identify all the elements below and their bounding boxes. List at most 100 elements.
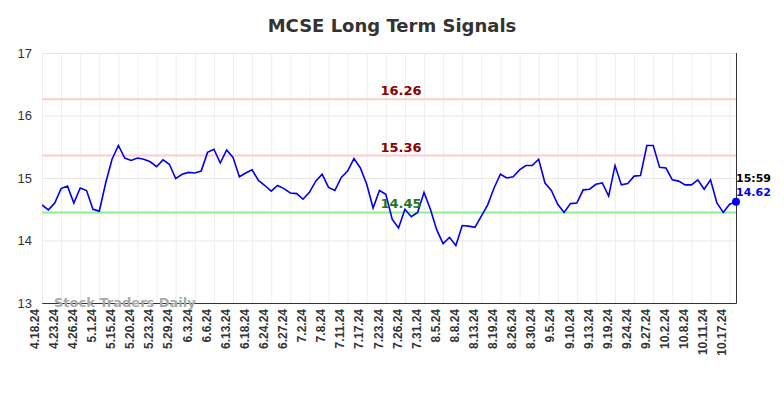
x-tick-label: 10.2.24 [658, 309, 672, 349]
x-tick: 6.27.24 [276, 53, 291, 349]
x-tick-label: 5.29.24 [161, 309, 175, 349]
x-grid-line [462, 53, 463, 303]
y-tick-label: 13 [18, 296, 32, 311]
x-tick: 8.30.24 [524, 53, 539, 349]
x-tick-label: 10.11.24 [696, 309, 710, 355]
x-tick: 8.8.24 [448, 53, 463, 342]
x-grid-line [157, 53, 158, 303]
x-tick: 9.27.24 [639, 53, 654, 349]
x-tick-label: 5.15.24 [104, 309, 118, 349]
chart: MCSE Long Term Signals13141516174.18.244… [0, 0, 784, 398]
x-tick-label: 9.27.24 [639, 309, 653, 349]
x-tick-label: 9.24.24 [620, 309, 634, 349]
x-tick: 6.24.24 [257, 53, 272, 349]
watermark: Stock Traders Daily [54, 295, 196, 310]
x-grid-line [596, 53, 597, 303]
x-tick: 4.18.24 [28, 53, 43, 349]
x-tick: 8.13.24 [467, 53, 482, 349]
y-axis-line [43, 54, 737, 304]
plot-area [42, 99, 736, 245]
y-grid-line [42, 116, 736, 117]
x-tick-label: 10.17.24 [715, 309, 729, 356]
last-point [732, 198, 740, 206]
y-tick-label: 15 [18, 171, 32, 186]
x-tick-label: 6.18.24 [238, 309, 252, 349]
last-value-label: 14.62 [736, 186, 771, 199]
x-grid-line [481, 53, 482, 303]
y-grid-line [42, 241, 736, 242]
x-grid-line [329, 53, 330, 303]
x-tick-label: 9.10.24 [563, 309, 577, 349]
x-tick-label: 6.24.24 [257, 309, 271, 349]
x-tick-label: 4.23.24 [47, 309, 61, 349]
x-tick: 7.8.24 [314, 53, 329, 342]
reference-label: 15.36 [380, 140, 421, 155]
x-grid-line [309, 53, 310, 303]
y-tick: 14 [18, 233, 736, 248]
x-tick-label: 9.13.24 [582, 309, 596, 349]
reference-line [42, 211, 736, 213]
x-tick-label: 8.13.24 [467, 309, 481, 349]
x-tick: 8.5.24 [429, 53, 444, 342]
y-tick-label: 17 [18, 46, 32, 61]
x-tick: 10.8.24 [677, 53, 692, 349]
x-grid-line [577, 53, 578, 303]
x-axis: 4.18.244.23.244.26.245.1.245.15.245.20.2… [28, 53, 737, 356]
x-grid-line [118, 53, 119, 303]
x-tick-label: 6.3.24 [181, 309, 195, 343]
x-tick: 9.19.24 [601, 53, 616, 349]
x-grid-line [672, 53, 673, 303]
x-tick: 9.5.24 [543, 53, 558, 342]
x-tick-label: 9.5.24 [543, 309, 557, 343]
x-tick-label: 7.17.24 [352, 309, 366, 349]
x-grid-line [271, 53, 272, 303]
x-grid-line [691, 53, 692, 303]
x-axis-line [43, 53, 737, 304]
x-grid-line [99, 53, 100, 303]
x-tick: 9.10.24 [563, 53, 578, 349]
x-grid-line [42, 53, 43, 303]
x-tick-label: 6.6.24 [200, 309, 214, 343]
x-grid-line [634, 53, 635, 303]
x-grid-line [520, 53, 521, 303]
x-tick: 9.24.24 [620, 53, 635, 349]
x-tick-label: 6.27.24 [276, 309, 290, 349]
x-tick-label: 5.1.24 [85, 309, 99, 343]
x-grid-line [348, 53, 349, 303]
x-tick-label: 8.26.24 [505, 309, 519, 349]
x-grid-line [233, 53, 234, 303]
x-tick-label: 10.8.24 [677, 309, 691, 349]
x-tick: 7.2.24 [295, 53, 310, 342]
x-tick: 6.18.24 [238, 53, 253, 349]
time-label: 15:59 [736, 172, 771, 185]
x-grid-line [367, 53, 368, 303]
x-tick: 6.13.24 [219, 53, 234, 349]
x-tick-label: 7.8.24 [314, 309, 328, 343]
price-line [42, 146, 736, 246]
x-grid-line [615, 53, 616, 303]
y-tick-label: 16 [18, 108, 32, 123]
x-tick: 7.11.24 [333, 53, 348, 348]
x-grid-line [539, 53, 540, 303]
x-tick: 8.26.24 [505, 53, 520, 349]
x-tick-label: 8.5.24 [429, 309, 443, 343]
reference-line [42, 98, 736, 100]
x-grid-line [653, 53, 654, 303]
x-tick: 10.2.24 [658, 53, 673, 349]
x-tick-label: 5.23.24 [142, 309, 156, 349]
x-grid-line [558, 53, 559, 303]
x-grid-line [138, 53, 139, 303]
reference-line [42, 155, 736, 157]
x-grid-line [500, 53, 501, 303]
x-grid-line [252, 53, 253, 303]
x-tick-label: 7.2.24 [295, 309, 309, 343]
y-axis: 13 14 15 16 17 [18, 46, 736, 311]
x-tick-label: 7.11.24 [333, 309, 347, 349]
x-grid-line [443, 53, 444, 303]
x-tick-label: 7.23.24 [372, 309, 386, 349]
x-tick-label: 7.26.24 [391, 309, 405, 349]
x-tick: 9.13.24 [582, 53, 597, 349]
x-grid-line [730, 53, 731, 303]
x-grid-line [80, 53, 81, 303]
y-tick: 16 [18, 108, 736, 123]
